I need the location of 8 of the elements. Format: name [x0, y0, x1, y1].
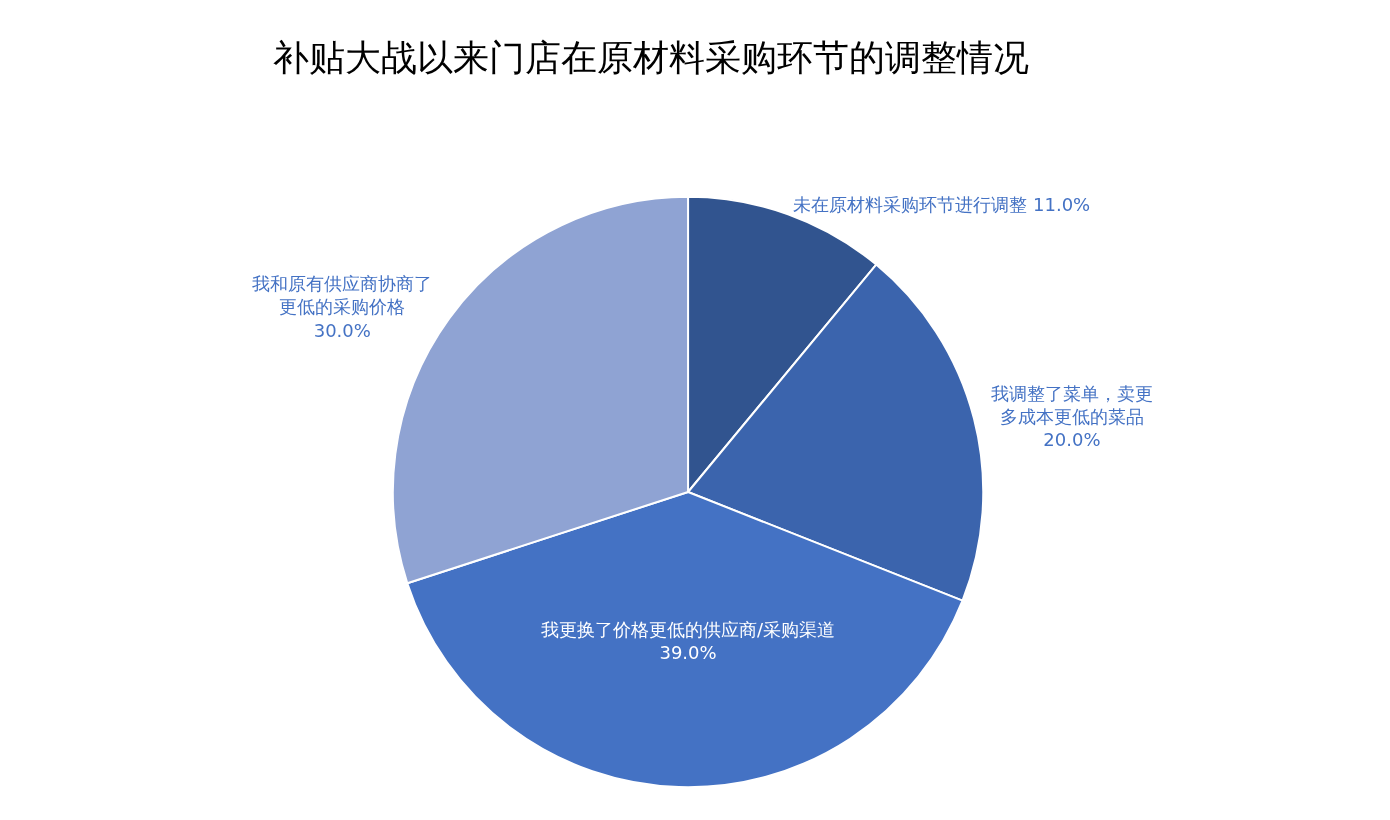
slice-label: 我和原有供应商协商了更低的采购价格 [252, 272, 433, 318]
data-label: 20.0% [1043, 429, 1101, 451]
chart-title: 补贴大战以来门店在原材料采购环节的调整情况 [272, 37, 1029, 78]
data-label: 30.0% [313, 319, 371, 341]
slice-label: 我更换了价格更低的供应商/采购渠道 [541, 618, 836, 640]
data-label: 39.0% [659, 642, 717, 664]
slice-label: 未在原材料采购环节进行调整 11.0% [793, 194, 1091, 216]
slice-label: 我调整了菜单，卖更多成本更低的菜品 [990, 382, 1153, 427]
